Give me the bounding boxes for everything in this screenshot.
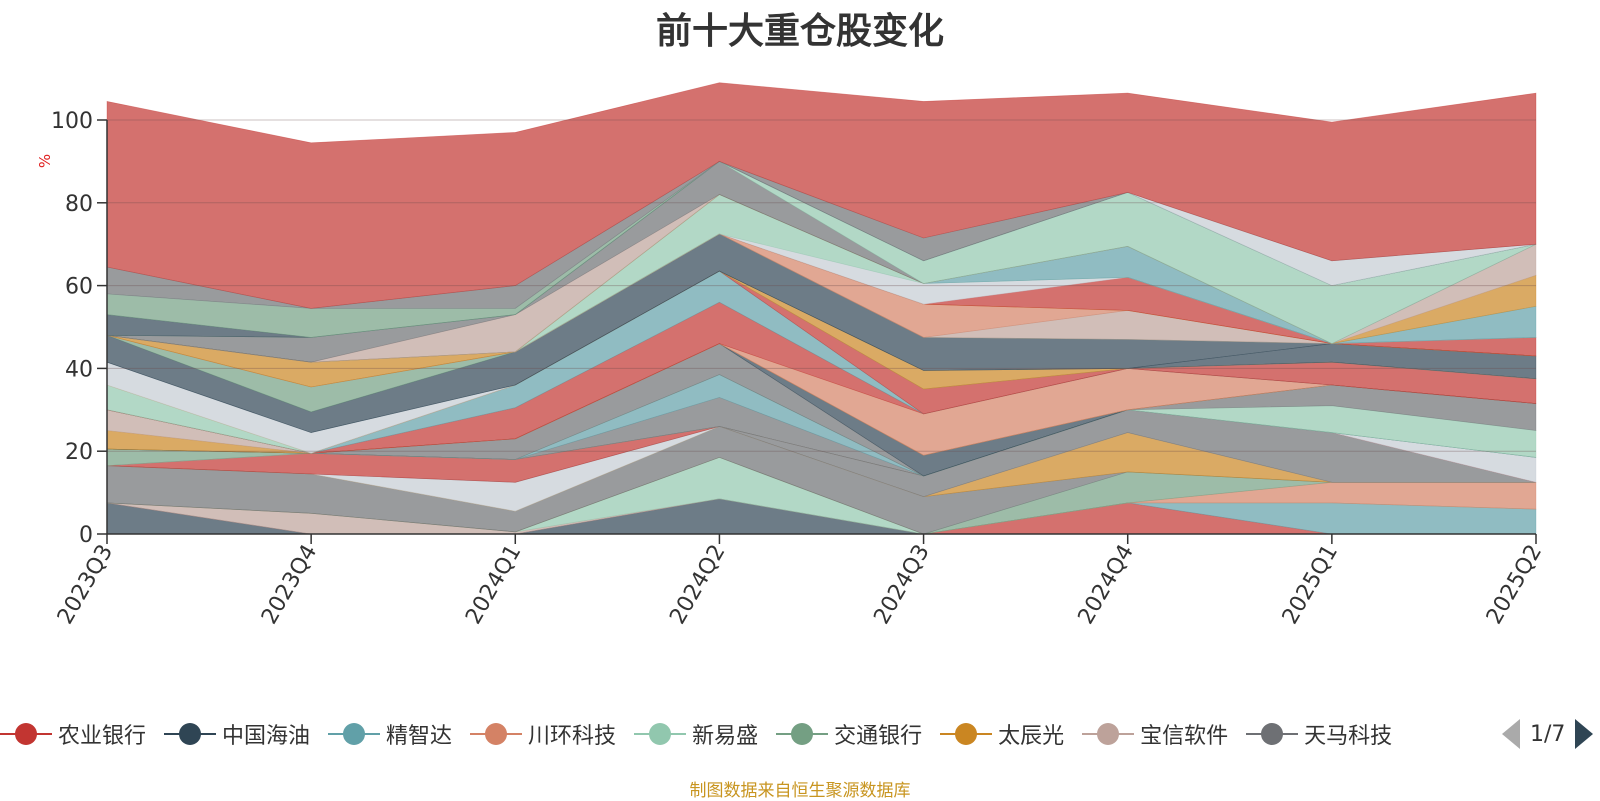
- legend-label: 川环科技: [528, 724, 617, 749]
- x-tick-label: 2023Q4: [257, 541, 322, 629]
- data-source-note: 制图数据来自恒生聚源数据库: [689, 781, 911, 801]
- legend-item[interactable]: 新易盛: [634, 712, 758, 756]
- areas-layer: [106, 82, 1537, 535]
- x-tick-label: 2024Q4: [1074, 541, 1139, 629]
- y-tick-label: 0: [79, 523, 93, 548]
- y-axis-unit: %: [36, 154, 54, 168]
- legend-marker-icon: [0, 712, 52, 756]
- legend-marker-icon: [470, 712, 523, 756]
- y-tick-label: 60: [65, 275, 93, 300]
- x-tick-label: 2025Q1: [1278, 541, 1343, 629]
- legend-marker-icon: [328, 712, 381, 756]
- legend-label: 精智达: [386, 724, 453, 749]
- legend-item[interactable]: 天马科技: [1246, 712, 1392, 756]
- legend-marker-icon: [1246, 712, 1299, 756]
- legend-items: 农业银行 中国海油 精智达 川环科技 新易盛 交通银行 太辰光 宝信软件 天马科技: [0, 712, 1482, 756]
- y-tick-label: 100: [51, 109, 93, 134]
- y-tick-label: 40: [65, 357, 93, 382]
- legend-item[interactable]: 川环科技: [470, 712, 616, 756]
- stacked-area-chart: 0 20 40 60 80 100 2023Q3 2023Q4 2024Q1 2024Q2 2024…: [36, 82, 1547, 629]
- legend-marker-icon: [1082, 712, 1135, 756]
- legend-label: 太辰光: [998, 724, 1065, 749]
- legend-item[interactable]: 农业银行: [0, 712, 146, 756]
- legend-label: 新易盛: [692, 724, 759, 749]
- x-tick-label: 2025Q2: [1482, 541, 1547, 629]
- legend-label: 农业银行: [58, 724, 147, 749]
- legend-label: 中国海油: [222, 724, 311, 749]
- legend-label: 天马科技: [1304, 724, 1393, 749]
- legend-next-icon[interactable]: [1575, 719, 1594, 749]
- y-tick-label: 20: [65, 440, 93, 465]
- legend-marker-icon: [776, 712, 829, 756]
- chart-title: 前十大重仓股变化: [655, 11, 944, 52]
- legend-item[interactable]: 交通银行: [776, 712, 922, 756]
- legend-label: 宝信软件: [1140, 724, 1229, 749]
- grid-layer: [107, 119, 1536, 452]
- legend-item[interactable]: 中国海油: [164, 712, 310, 756]
- legend-marker-icon: [634, 712, 687, 756]
- legend-item[interactable]: 精智达: [328, 712, 452, 756]
- legend: 农业银行 中国海油 精智达 川环科技 新易盛 交通银行 太辰光 宝信软件 天马科技 1/7: [0, 712, 1600, 756]
- legend-item[interactable]: 宝信软件: [1082, 712, 1228, 756]
- x-tick-label: 2023Q3: [53, 541, 118, 629]
- legend-marker-icon: [164, 712, 217, 756]
- legend-marker-icon: [940, 712, 993, 756]
- legend-prev-icon[interactable]: [1502, 719, 1520, 749]
- x-tick-label: 2024Q2: [665, 541, 730, 629]
- legend-label: 交通银行: [834, 724, 923, 749]
- y-tick-label: 80: [65, 192, 93, 217]
- legend-item[interactable]: 太辰光: [940, 712, 1064, 756]
- legend-page-indicator: 1/7: [1530, 721, 1566, 747]
- area-series-47[interactable]: [106, 82, 1537, 309]
- x-tick-label: 2024Q1: [461, 541, 526, 629]
- x-tick-label: 2024Q3: [869, 541, 934, 629]
- legend-pager: 1/7: [1494, 712, 1600, 756]
